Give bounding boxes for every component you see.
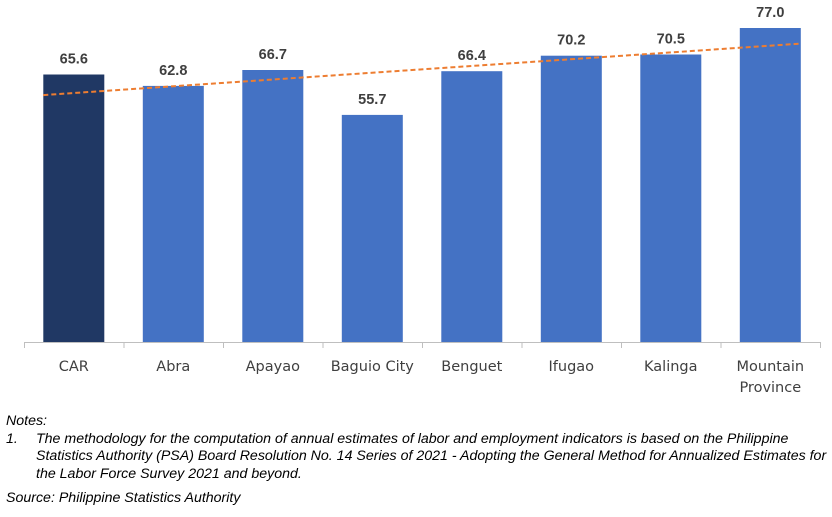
x-axis-ticks	[24, 342, 821, 348]
x-axis-tick-label: Apayao	[246, 359, 300, 375]
x-axis-tick-label: Benguet	[441, 359, 502, 375]
bar-ifugao	[540, 55, 602, 342]
data-label: 66.4	[458, 48, 486, 64]
data-label: 70.5	[657, 32, 685, 48]
x-axis-tick-label: Ifugao	[549, 359, 595, 375]
data-label: 65.6	[60, 52, 88, 68]
x-axis-tick-label: Abra	[156, 359, 190, 375]
bar-benguet	[441, 71, 503, 342]
bar-baguio-city	[341, 114, 403, 343]
bar-mountain-province	[739, 28, 801, 342]
trendline	[43, 42, 801, 97]
bar-apayao	[242, 70, 304, 342]
bar-car	[43, 74, 105, 342]
data-label: 77.0	[756, 5, 784, 21]
x-axis-tick-label: Kalinga	[644, 359, 697, 375]
data-label: 55.7	[358, 92, 386, 108]
note-number: 1.	[6, 430, 18, 447]
data-label: 66.7	[259, 47, 287, 63]
note-text: The methodology for the computation of a…	[36, 430, 827, 482]
x-axis-tick-labels: CAR Abra Apayao Baguio City Benguet Ifugao Kal…	[59, 359, 804, 396]
source-text: Source: Philippine Statistics Authority	[6, 490, 241, 506]
bar-chart: 65.6 62.8 66.7 55.7 66.4 70.2 70.5 77.0 CAR Abra…	[24, 5, 821, 396]
notes-heading: Notes:	[6, 413, 48, 429]
notes-section: Notes: 1. The methodology for the comput…	[6, 413, 828, 508]
x-axis-tick-label: Mountain Province	[737, 359, 805, 396]
data-label: 70.2	[557, 33, 585, 49]
x-axis-tick-label: Baguio City	[331, 359, 415, 375]
data-label: 62.8	[159, 63, 187, 79]
bar-abra	[142, 85, 204, 343]
data-labels: 65.6 62.8 66.7 55.7 66.4 70.2 70.5 77.0	[60, 5, 785, 108]
bars	[43, 28, 801, 343]
bar-kalinga	[640, 54, 702, 342]
x-axis-tick-label: CAR	[59, 359, 89, 375]
note-item: 1. The methodology for the computation o…	[6, 431, 828, 484]
